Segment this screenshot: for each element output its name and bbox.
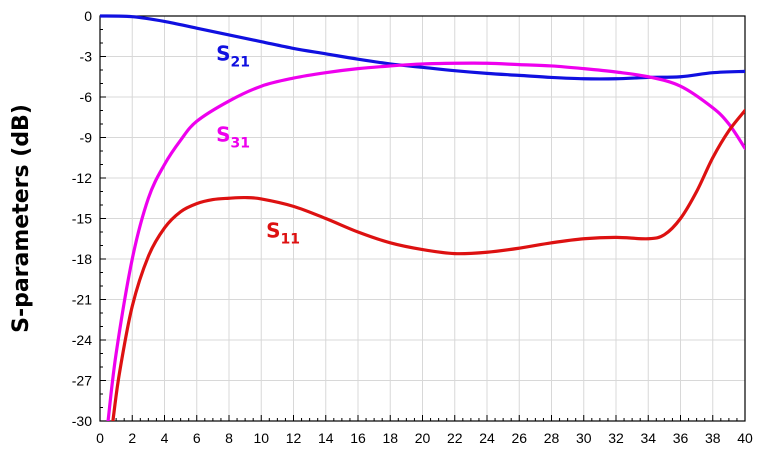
x-tick-label: 40 [737,430,753,446]
y-tick-label: -27 [72,373,92,389]
x-tick-label: 18 [382,430,398,446]
x-tick-label: 6 [193,430,201,446]
x-tick-label: 10 [253,430,269,446]
series-label-s11: S11 [266,218,300,247]
x-tick-label: 36 [673,430,689,446]
x-tick-label: 30 [576,430,592,446]
x-tick-label: 32 [608,430,624,446]
x-tick-label: 34 [640,430,656,446]
x-tick-label: 28 [544,430,560,446]
y-tick-label: -24 [72,332,92,348]
x-tick-label: 8 [225,430,233,446]
y-tick-label: -9 [80,130,93,146]
x-tick-label: 14 [318,430,334,446]
x-tick-label: 0 [96,430,104,446]
series-line-s11 [111,108,745,421]
y-tick-label: -15 [72,211,92,227]
grid [99,15,746,422]
y-tick-label: -30 [72,413,92,429]
x-tick-label: 24 [479,430,495,446]
series-line-s21 [100,14,745,81]
series-label-s21: S21 [216,42,250,71]
series-line-s31 [106,61,745,421]
y-tick-label: -12 [72,170,92,186]
series-label-s31: S31 [216,123,250,152]
series-group [100,14,745,421]
series-labels: S21 S31 S11 [216,42,300,248]
x-tick-label: 2 [128,430,136,446]
x-tick-label: 16 [350,430,366,446]
y-tick-label: -3 [80,49,93,65]
x-tick-label: 20 [415,430,431,446]
y-tick-label: -6 [80,89,93,105]
plot-area [99,15,746,422]
x-tick-label: 38 [705,430,721,446]
x-axis-tick-labels: 0 2 4 6 8 10 12 14 16 18 20 22 24 26 28 30 32 34 36 38 40 [96,430,753,446]
x-tick-label: 12 [286,430,302,446]
y-tick-label: 0 [84,8,92,24]
x-tick-label: 22 [447,430,463,446]
x-tick-label: 4 [161,430,169,446]
y-axis-title: S-parameters (dB) [9,104,34,333]
x-tick-label: 26 [511,430,527,446]
y-tick-label: -21 [72,292,92,308]
y-tick-label: -18 [72,251,92,267]
y-axis-tick-labels: 0 -3 -6 -9 -12 -15 -18 -21 -24 -27 -30 [72,8,92,429]
